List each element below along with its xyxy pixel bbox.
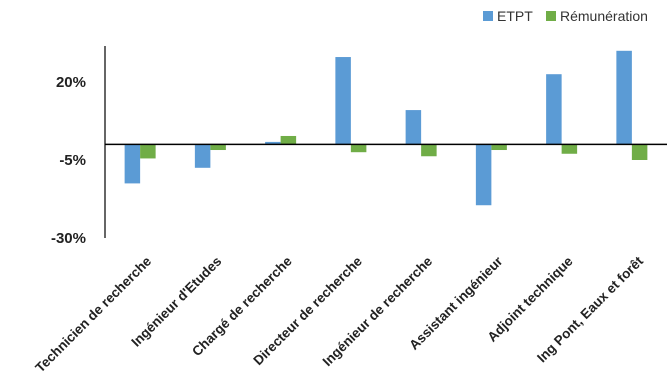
bar-etpt: [194, 144, 211, 168]
bar-etpt: [546, 74, 562, 145]
y-tick-labels: 20% -5% -30%: [51, 74, 86, 247]
bar-remuneration: [280, 135, 297, 145]
legend-swatch-remuneration: [546, 11, 556, 21]
bar-etpt: [124, 144, 141, 184]
y-tick-label: 20%: [56, 74, 86, 91]
bar-remuneration: [631, 144, 648, 160]
bar-remuneration: [491, 144, 507, 151]
bar-remuneration: [350, 144, 367, 153]
bar-remuneration: [421, 144, 437, 157]
legend-swatch-etpt: [483, 11, 493, 21]
legend-label-remuneration: Rémunération: [560, 8, 648, 24]
category-label: Technicien de recherche: [32, 253, 154, 375]
bar-remuneration: [140, 144, 156, 159]
y-tick-label: -30%: [51, 230, 86, 247]
bar-etpt: [335, 57, 351, 145]
bar-remuneration: [561, 144, 578, 154]
bar-etpt: [265, 141, 281, 145]
bar-etpt: [616, 50, 632, 145]
bar-etpt: [405, 110, 422, 145]
bars: [124, 50, 648, 206]
legend: ETPT Rémunération: [483, 8, 648, 24]
bar-remuneration: [210, 144, 226, 151]
legend-label-etpt: ETPT: [497, 8, 533, 24]
bar-etpt: [475, 144, 492, 206]
y-tick-label: -5%: [59, 152, 86, 169]
